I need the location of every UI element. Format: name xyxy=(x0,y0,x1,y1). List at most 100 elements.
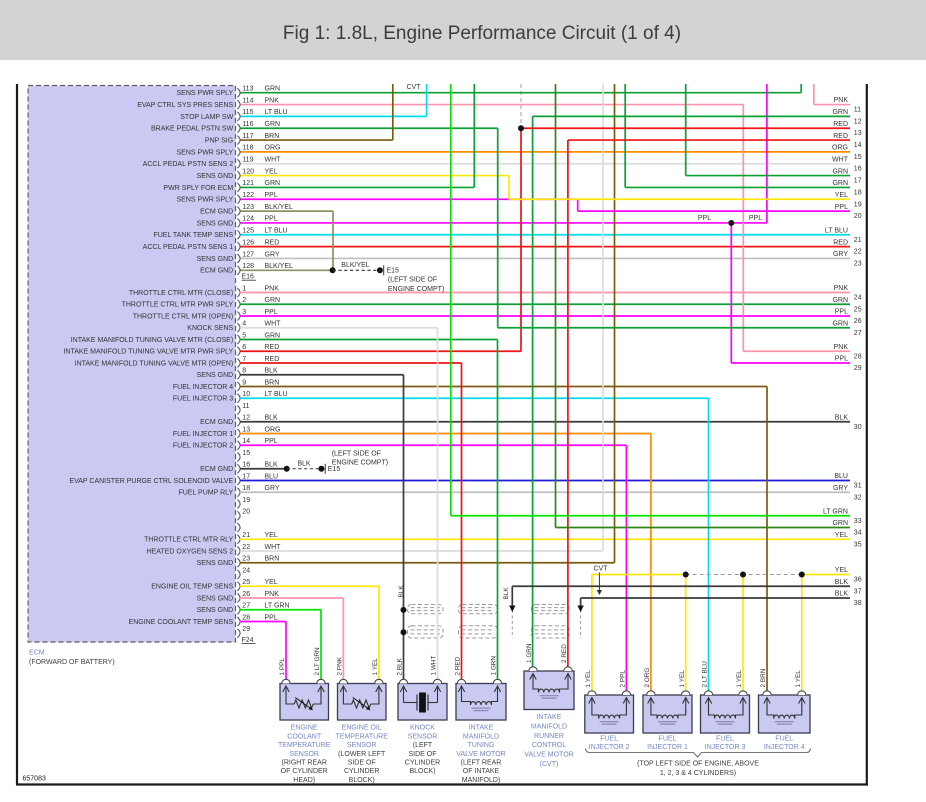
svg-text:GRN: GRN xyxy=(265,297,281,304)
svg-text:WHT: WHT xyxy=(832,156,849,163)
svg-text:RED: RED xyxy=(265,356,280,363)
svg-text:10: 10 xyxy=(242,391,250,398)
svg-text:28: 28 xyxy=(242,614,250,621)
svg-text:PPL: PPL xyxy=(835,204,848,211)
svg-text:25: 25 xyxy=(242,579,250,586)
svg-text:LT BLU: LT BLU xyxy=(265,228,288,235)
svg-text:1 GRN: 1 GRN xyxy=(491,656,498,676)
svg-text:23: 23 xyxy=(242,556,250,563)
svg-text:BRN: BRN xyxy=(265,133,280,140)
svg-text:BRAKE PEDAL PSTN SW: BRAKE PEDAL PSTN SW xyxy=(151,126,234,133)
svg-text:GRN: GRN xyxy=(832,168,848,175)
svg-text:GRN: GRN xyxy=(832,297,848,304)
svg-text:2 LT BLU: 2 LT BLU xyxy=(702,661,709,688)
svg-text:SENS GND: SENS GND xyxy=(197,372,234,379)
svg-text:4: 4 xyxy=(242,321,246,328)
svg-text:PNK: PNK xyxy=(834,97,849,104)
svg-text:BLK: BLK xyxy=(398,585,405,598)
svg-text:(FORWARD OF BATTERY): (FORWARD OF BATTERY) xyxy=(29,659,115,666)
svg-text:BLOCK): BLOCK) xyxy=(409,768,435,775)
svg-text:20: 20 xyxy=(854,213,862,220)
svg-text:MANIFOLD: MANIFOLD xyxy=(531,723,567,730)
svg-text:(LEFT: (LEFT xyxy=(413,742,433,749)
svg-text:32: 32 xyxy=(854,494,862,501)
svg-text:YEL: YEL xyxy=(835,192,848,199)
svg-text:16: 16 xyxy=(854,166,862,173)
svg-text:BLK/YEL: BLK/YEL xyxy=(265,204,294,211)
svg-text:FUEL TANK TEMP SENS: FUEL TANK TEMP SENS xyxy=(153,232,233,239)
svg-text:TEMPERATURE: TEMPERATURE xyxy=(336,733,389,740)
svg-text:33: 33 xyxy=(854,518,862,525)
svg-text:125: 125 xyxy=(242,228,254,235)
svg-text:YEL: YEL xyxy=(265,168,278,175)
svg-text:(LEFT REAR: (LEFT REAR xyxy=(461,760,502,767)
svg-text:13: 13 xyxy=(854,130,862,137)
svg-text:GRY: GRY xyxy=(833,251,848,258)
svg-text:PNK: PNK xyxy=(834,285,849,292)
svg-text:1 YEL: 1 YEL xyxy=(372,658,379,676)
svg-text:SENS GND: SENS GND xyxy=(197,256,234,263)
svg-text:RED: RED xyxy=(833,133,848,140)
svg-text:INTAKE MANIFOLD TUNING VALVE M: INTAKE MANIFOLD TUNING VALVE MTR PWR SPL… xyxy=(63,349,233,356)
svg-text:GRN: GRN xyxy=(265,121,281,128)
svg-text:TUNING: TUNING xyxy=(468,742,495,749)
svg-text:1 YEL: 1 YEL xyxy=(795,670,802,688)
svg-text:26: 26 xyxy=(242,591,250,598)
svg-text:PPL: PPL xyxy=(265,614,278,621)
svg-text:RED: RED xyxy=(833,121,848,128)
svg-text:19: 19 xyxy=(854,201,862,208)
svg-text:20: 20 xyxy=(242,509,250,516)
svg-text:ECM GND: ECM GND xyxy=(200,466,233,473)
svg-text:TEMPERATURE: TEMPERATURE xyxy=(278,742,331,749)
svg-text:BLK: BLK xyxy=(265,368,279,375)
svg-text:2 PPL: 2 PPL xyxy=(620,670,627,688)
svg-text:17: 17 xyxy=(242,473,250,480)
svg-text:15: 15 xyxy=(242,450,250,457)
svg-text:FUEL: FUEL xyxy=(716,735,734,742)
svg-text:WHT: WHT xyxy=(265,157,282,164)
svg-text:MANIFOLD): MANIFOLD) xyxy=(462,777,501,784)
svg-text:LT BLU: LT BLU xyxy=(265,391,288,398)
svg-text:PPL: PPL xyxy=(749,215,762,222)
svg-text:127: 127 xyxy=(242,251,254,258)
svg-text:LT GRN: LT GRN xyxy=(823,508,848,515)
svg-text:2 BLK: 2 BLK xyxy=(397,657,404,675)
svg-text:122: 122 xyxy=(242,192,254,199)
svg-text:PPL: PPL xyxy=(265,438,278,445)
svg-text:BRN: BRN xyxy=(265,556,280,563)
svg-text:BLK: BLK xyxy=(297,460,311,467)
svg-text:E15: E15 xyxy=(328,466,341,473)
svg-text:PPL: PPL xyxy=(265,309,278,316)
svg-text:2 RED: 2 RED xyxy=(561,644,568,663)
svg-text:INTAKE MANIFOLD TUNING VALVE M: INTAKE MANIFOLD TUNING VALVE MTR (OPEN) xyxy=(75,360,234,367)
svg-text:SENS GND: SENS GND xyxy=(197,220,234,227)
svg-text:SENS GND: SENS GND xyxy=(197,560,234,567)
svg-text:2 ORG: 2 ORG xyxy=(644,668,651,688)
svg-text:24: 24 xyxy=(854,295,862,302)
svg-text:STOP LAMP SW: STOP LAMP SW xyxy=(180,114,233,121)
svg-text:25: 25 xyxy=(854,306,862,313)
svg-text:ENGINE COOLANT TEMP SENS: ENGINE COOLANT TEMP SENS xyxy=(129,619,234,626)
svg-text:1, 2, 3 & 4 CYLINDERS): 1, 2, 3 & 4 CYLINDERS) xyxy=(660,770,736,777)
svg-text:RUNNER: RUNNER xyxy=(534,733,564,740)
svg-text:COOLANT: COOLANT xyxy=(287,733,322,740)
svg-text:GRY: GRY xyxy=(265,485,280,492)
svg-text:37: 37 xyxy=(854,588,862,595)
svg-text:14: 14 xyxy=(242,438,250,445)
svg-text:YEL: YEL xyxy=(835,567,848,574)
svg-text:29: 29 xyxy=(242,626,250,633)
svg-text:(CVT): (CVT) xyxy=(540,761,559,768)
svg-text:118: 118 xyxy=(242,145,253,152)
svg-text:PNK: PNK xyxy=(265,285,280,292)
svg-text:1: 1 xyxy=(242,285,246,292)
svg-text:CYLINDER: CYLINDER xyxy=(405,760,440,767)
svg-text:11: 11 xyxy=(242,403,249,410)
svg-text:GRN: GRN xyxy=(265,86,281,93)
svg-text:27: 27 xyxy=(242,603,250,610)
svg-text:(TOP LEFT SIDE OF ENGINE, ABOV: (TOP LEFT SIDE OF ENGINE, ABOVE xyxy=(637,761,759,768)
svg-text:Fig 1: 1.8L, Engine Performanc: Fig 1: 1.8L, Engine Performance Circuit … xyxy=(283,23,681,44)
svg-text:657083: 657083 xyxy=(23,776,46,783)
svg-text:ORG: ORG xyxy=(832,145,848,152)
svg-text:INJECTOR 1: INJECTOR 1 xyxy=(647,744,688,751)
svg-text:ENGINE COMPT): ENGINE COMPT) xyxy=(332,459,388,466)
